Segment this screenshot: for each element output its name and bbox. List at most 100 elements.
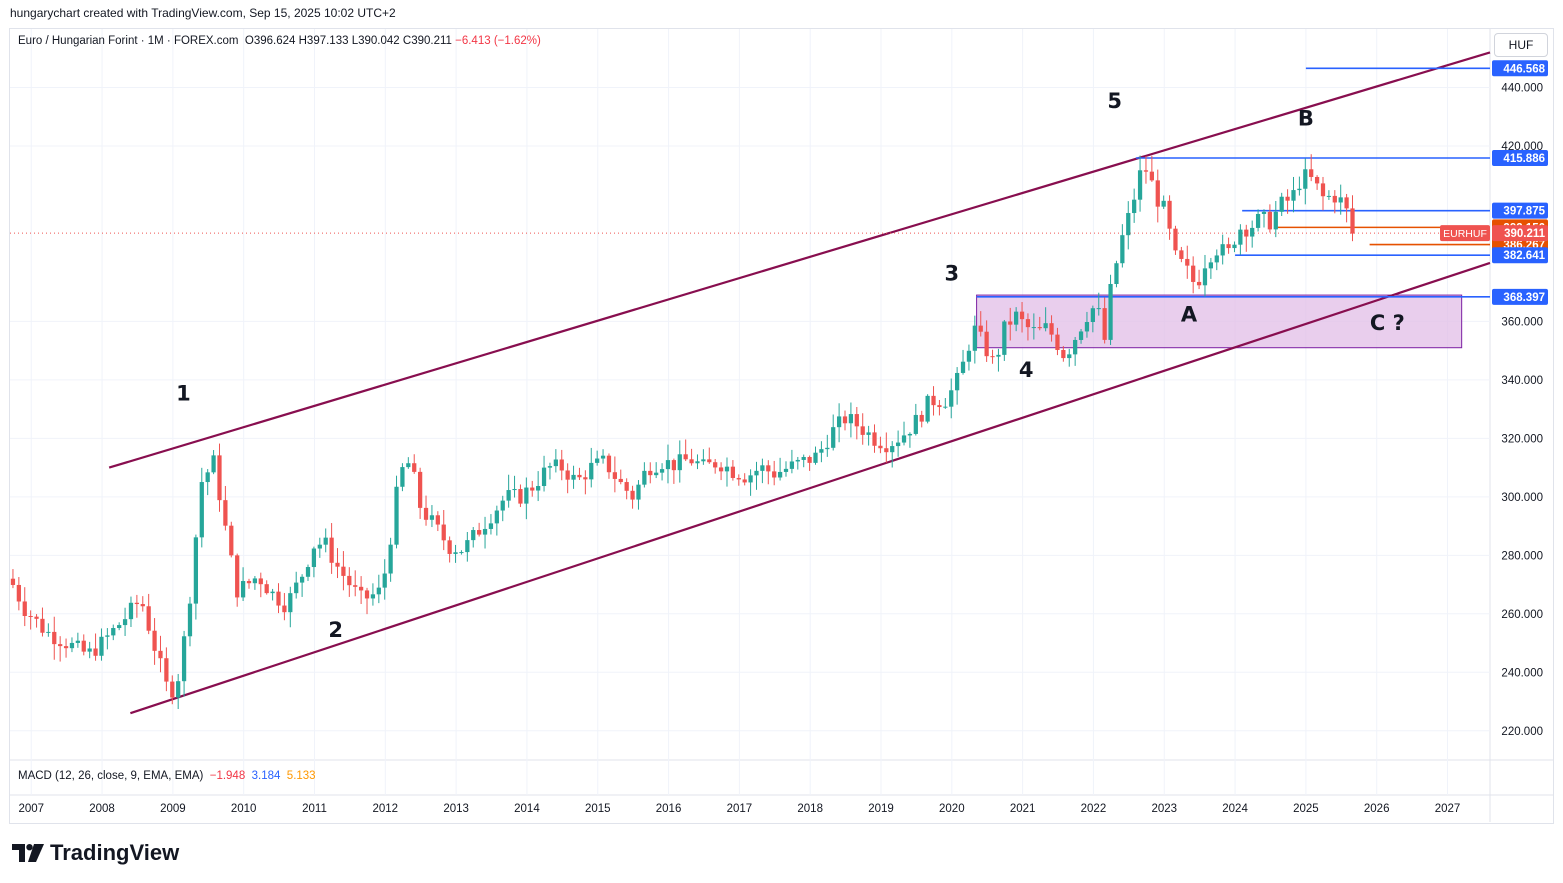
candle-body xyxy=(1191,265,1196,282)
candle-body xyxy=(1332,195,1337,203)
candle-body xyxy=(518,489,523,504)
candle-body xyxy=(235,555,240,598)
candle-body xyxy=(63,646,69,649)
candle-body xyxy=(884,448,889,453)
currency-button[interactable]: HUF xyxy=(1494,33,1548,57)
candle-body xyxy=(1108,283,1113,340)
candle-body xyxy=(264,584,269,594)
candle-body xyxy=(742,479,747,483)
candle-body xyxy=(919,414,924,422)
candle-body xyxy=(69,642,75,649)
symbol-legend[interactable]: Euro / Hungarian Forint · 1M · FOREX.com… xyxy=(18,35,541,47)
candle-body xyxy=(1137,170,1143,200)
candle-body xyxy=(406,463,411,468)
candle-body xyxy=(701,459,706,462)
candle-body xyxy=(111,628,116,636)
candle-body xyxy=(500,500,505,511)
candle-body xyxy=(972,325,977,351)
candle-body xyxy=(866,432,871,435)
candle-body xyxy=(801,456,806,460)
candle-body xyxy=(713,462,718,468)
candle-body xyxy=(471,530,476,541)
candle-body xyxy=(730,466,736,478)
candle-body xyxy=(1096,308,1101,310)
candle-body xyxy=(81,640,86,652)
macd-line-value: 3.184 xyxy=(251,770,281,782)
candle-body xyxy=(589,462,594,480)
candle-body xyxy=(1350,208,1355,234)
candle-body xyxy=(347,575,352,586)
candle-body xyxy=(122,619,128,626)
candle-body xyxy=(164,658,169,682)
candle-body xyxy=(252,578,258,584)
price-tag-415.886-text: 415.886 xyxy=(1503,153,1545,165)
candle-body xyxy=(341,566,346,576)
candle-body xyxy=(1067,354,1072,359)
candle-body xyxy=(10,578,16,585)
x-tick-label: 2020 xyxy=(939,803,965,815)
candle-body xyxy=(1043,323,1048,329)
candle-body xyxy=(294,582,299,594)
candle-body xyxy=(1173,228,1178,251)
wave-label-A: A xyxy=(1181,302,1198,326)
y-tick-label: 440.000 xyxy=(1501,82,1543,94)
candle-body xyxy=(246,581,252,584)
candle-body xyxy=(134,602,139,605)
candle-body xyxy=(388,544,393,574)
candle-body xyxy=(329,537,334,563)
candle-body xyxy=(996,354,1001,357)
candle-body xyxy=(1250,227,1255,237)
candle-body xyxy=(223,500,228,526)
candle-body xyxy=(512,489,517,491)
price-tag-415.886: 415.886 xyxy=(1492,149,1548,166)
symbol-tag-bg xyxy=(1440,225,1490,242)
candle-body xyxy=(553,459,558,467)
wave-label-4: 4 xyxy=(1019,358,1034,382)
x-tick-label: 2017 xyxy=(727,803,753,815)
x-tick-label: 2019 xyxy=(868,803,894,815)
candle-body xyxy=(895,442,901,447)
candle-body xyxy=(536,486,541,491)
candle-body xyxy=(305,567,311,577)
candle-body xyxy=(1338,197,1343,203)
candle-body xyxy=(978,325,983,332)
candle-body xyxy=(146,606,151,631)
candle-body xyxy=(1149,171,1154,181)
candle-body xyxy=(736,477,741,480)
chart-frame xyxy=(9,28,1554,824)
wave-label-5: 5 xyxy=(1107,89,1122,113)
candle-body xyxy=(1220,244,1225,256)
price-tag-382.641: 382.641 xyxy=(1492,247,1548,264)
macd-legend[interactable]: MACD (12, 26, close, 9, EMA, EMA) −1.948… xyxy=(18,770,316,782)
candle-body xyxy=(577,474,582,478)
candle-body xyxy=(370,594,376,599)
candle-body xyxy=(1002,321,1007,355)
candle-body xyxy=(960,361,966,373)
candle-body xyxy=(1238,229,1243,245)
x-tick-label: 2014 xyxy=(514,803,540,815)
macd-label: MACD (12, 26, close, 9, EMA, EMA) xyxy=(18,770,204,782)
candle-body xyxy=(683,454,688,460)
x-tick-label: 2013 xyxy=(443,803,469,815)
candle-body xyxy=(1031,327,1036,329)
candle-body xyxy=(606,455,612,473)
price-tag-397.875-bg xyxy=(1492,202,1548,219)
candle-body xyxy=(907,433,913,436)
tradingview-logo[interactable]: TradingView xyxy=(12,840,179,866)
candle-body xyxy=(423,507,429,520)
candle-body xyxy=(1084,322,1090,332)
candle-body xyxy=(872,432,877,446)
candle-body xyxy=(75,640,80,643)
y-tick-label: 280.000 xyxy=(1501,550,1543,562)
candle-body xyxy=(1090,308,1095,323)
candle-body xyxy=(99,636,104,656)
wave-label-2: 2 xyxy=(328,618,343,642)
channel-upper-line xyxy=(108,51,1491,469)
candle-body xyxy=(429,515,435,520)
x-tick-label: 2012 xyxy=(373,803,399,815)
candle-body xyxy=(1126,213,1131,236)
y-tick-label: 420.000 xyxy=(1501,141,1543,153)
x-tick-label: 2024 xyxy=(1222,803,1248,815)
price-axis: 220.000 240.000 260.000 280.000 300.000 320.0… xyxy=(1501,82,1543,737)
